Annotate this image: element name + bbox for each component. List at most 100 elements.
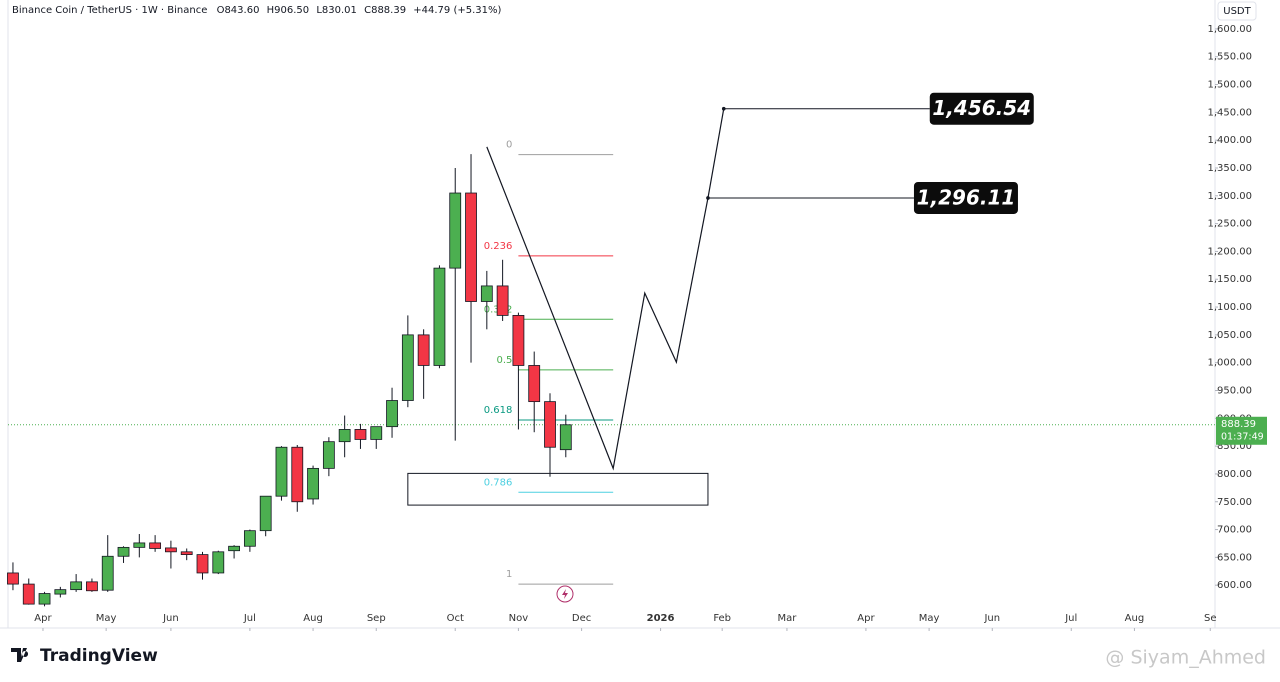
y-tick-label: 800.00 (1217, 469, 1252, 480)
candle-body (165, 547, 177, 553)
y-tick-label: 850.00 (1217, 441, 1252, 452)
x-tick-label: Aug (1125, 613, 1145, 624)
projection-path (486, 108, 725, 471)
y-tick-label: 1,250.00 (1207, 219, 1252, 230)
x-tick-label: May (919, 613, 940, 624)
annotation-box (913, 181, 1018, 214)
chart-header: Binance Coin / TetherUS · 1W · Binance O… (12, 5, 501, 16)
unit-box (1217, 1, 1257, 21)
y-tick-label: 950.00 (1217, 385, 1252, 396)
y-tick-label: 1,150.00 (1207, 274, 1252, 285)
x-tick-label: 2026 (647, 613, 675, 624)
y-tick-label: 1,500.00 (1207, 80, 1252, 91)
x-tick-label: May (96, 613, 117, 624)
y-tick-label: 1,100.00 (1207, 302, 1252, 313)
candle-body (133, 542, 146, 548)
fib-label: 0 (506, 140, 512, 151)
y-tick-label: 700.00 (1217, 525, 1252, 536)
y-tick-label: 1,600.00 (1207, 24, 1252, 35)
x-tick-label: Feb (713, 613, 731, 624)
annotation-label: 1,456.54 (932, 96, 1031, 120)
ohlc-label: L830.01 (316, 5, 357, 16)
last-price-badge (1216, 416, 1267, 445)
candle-body (38, 593, 51, 605)
candle-body (528, 365, 541, 403)
annotation-box (929, 92, 1034, 125)
ohlc-label: O843.60 (217, 5, 260, 16)
candle-body (196, 554, 209, 574)
x-tick-label: Aug (303, 613, 323, 624)
ohlc-label: H906.50 (267, 5, 310, 16)
last-price-label: 888.39 (1221, 419, 1256, 430)
y-tick-label: 650.00 (1217, 552, 1252, 563)
fib-label: 0.236 (484, 241, 513, 252)
fib-label: 0.618 (484, 405, 513, 416)
y-tick-label: 1,350.00 (1207, 163, 1252, 174)
candle-body (54, 589, 67, 595)
y-tick-label: 1,200.00 (1207, 246, 1252, 257)
annotation-label: 1,296.11 (917, 185, 1016, 209)
y-tick-label: 1,550.00 (1207, 52, 1252, 63)
zone-box (407, 472, 709, 506)
fib-label: 1 (506, 569, 512, 580)
candle-body (117, 546, 130, 557)
candle-body (449, 192, 462, 269)
x-tick-label: Apr (34, 613, 52, 624)
candle-body (101, 555, 114, 591)
countdown-label: 01:37:49 (1221, 431, 1264, 442)
candle-body (417, 334, 430, 366)
candle-body (275, 446, 288, 497)
candle-body (7, 572, 19, 585)
logo-mark (11, 648, 29, 662)
ohlc-label: C888.39 (364, 5, 406, 16)
x-tick-label: Oct (447, 613, 464, 624)
candle-body (544, 401, 556, 448)
candle-body (354, 429, 367, 440)
candle-body (512, 315, 525, 366)
x-tick-label: Mar (778, 613, 798, 624)
y-tick-label: 600.00 (1217, 580, 1252, 591)
x-tick-label: Apr (857, 613, 875, 624)
x-tick-label: Nov (509, 613, 529, 624)
candle-body (291, 446, 304, 503)
candle-body (180, 551, 193, 555)
candle-body (338, 429, 351, 443)
candle-body (70, 581, 83, 591)
x-tick-label: Jun (162, 613, 179, 624)
candle-body (307, 467, 319, 500)
brand: TradingView (40, 646, 158, 666)
title: Binance Coin / TetherUS · 1W · Binance (12, 5, 207, 16)
fib-label: 0.786 (484, 477, 513, 488)
candle-body (22, 583, 35, 605)
y-tick-label: 1,450.00 (1207, 107, 1252, 118)
x-tick-label: Jun (983, 613, 1000, 624)
x-tick-label: Se (1204, 613, 1217, 624)
axes: 600.00650.00700.00750.00800.00850.00900.… (34, 24, 1252, 631)
fib-label: 0.5 (497, 355, 513, 366)
x-tick-label: Dec (572, 613, 591, 624)
candle-body (401, 334, 414, 401)
y-tick-label: 1,400.00 (1207, 135, 1252, 146)
candle-body (212, 551, 225, 574)
candle-body (86, 581, 98, 592)
candle-body (259, 495, 272, 532)
candle-body (559, 424, 572, 451)
x-tick-label: Jul (1064, 613, 1077, 624)
axis-unit: USDT (1223, 6, 1251, 17)
change-label: +44.79 (+5.31%) (413, 5, 501, 16)
watermark: @ Siyam_Ahmed (1105, 647, 1266, 669)
candle-body (386, 400, 398, 428)
candle-body (465, 192, 477, 302)
y-tick-label: 1,000.00 (1207, 358, 1252, 369)
candle-body (370, 426, 383, 440)
candle-body (496, 285, 509, 316)
candle-body (149, 542, 162, 549)
candle-body (243, 530, 256, 547)
brand-logo: TradingView (11, 646, 158, 666)
candle-body (433, 267, 446, 366)
event-icon-bolt (562, 589, 568, 599)
y-tick-label: 750.00 (1217, 497, 1252, 508)
x-tick-label: Sep (367, 613, 386, 624)
